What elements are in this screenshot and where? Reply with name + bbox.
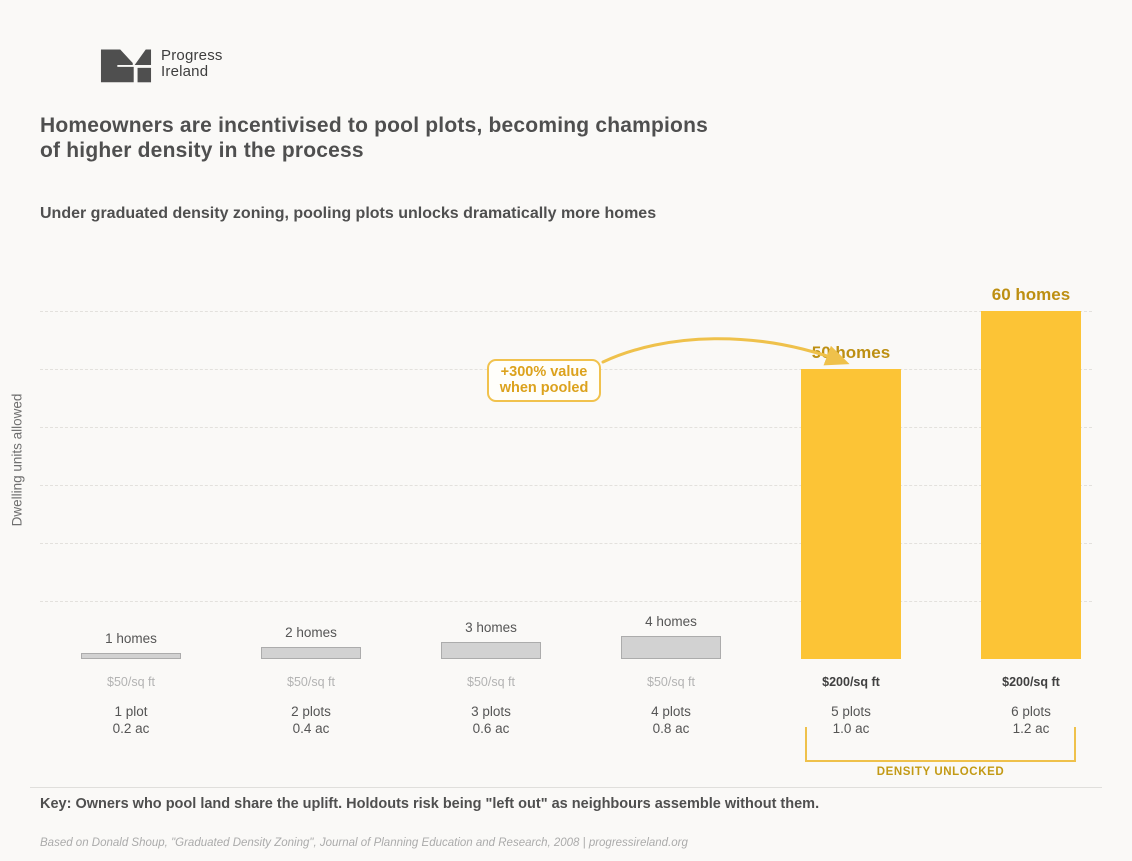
key-text: Key: Owners who pool land share the upli… — [40, 796, 820, 812]
homes-count-label: 2 homes — [285, 625, 337, 640]
annotation-line2: when pooled — [499, 379, 589, 396]
price-per-sqft-label: $50/sq ft — [287, 675, 335, 689]
gridline-60 — [40, 311, 1092, 312]
plots-acres-label: 3 plots 0.6 ac — [421, 704, 561, 737]
acreage: 0.4 ac — [292, 720, 330, 736]
progress-ireland-logo-icon — [100, 44, 152, 84]
plots-acres-label: 1 plot 0.2 ac — [61, 704, 201, 737]
homes-count-label: 1 homes — [105, 631, 157, 646]
acreage: 0.6 ac — [472, 720, 510, 736]
footer-divider — [30, 787, 1102, 788]
density-unlocked-label: DENSITY UNLOCKED — [876, 766, 1005, 778]
page-title: Homeowners are incentivised to pool plot… — [40, 114, 708, 162]
bar-1-plot — [81, 653, 181, 659]
brand-name: Progress Ireland — [161, 48, 223, 80]
acreage: 1.0 ac — [832, 720, 870, 736]
page-subtitle: Under graduated density zoning, pooling … — [40, 205, 657, 222]
plots-acres-label: 4 plots 0.8 ac — [601, 704, 741, 737]
bar-5-plots — [801, 369, 901, 659]
plots-acres-label: 6 plots 1.2 ac — [961, 704, 1101, 737]
plots-count: 2 plots — [291, 704, 331, 719]
value-annotation-callout: +300% value when pooled — [487, 359, 601, 402]
homes-count-label: 50 homes — [811, 343, 891, 362]
plots-count: 1 plot — [114, 704, 148, 719]
plots-count: 5 plots — [831, 704, 871, 719]
density-unlocked-bracket — [805, 727, 1076, 762]
bar-6-plots — [981, 311, 1081, 659]
gridline-10 — [40, 601, 1092, 602]
homes-count-label: 60 homes — [991, 285, 1071, 304]
plots-count: 4 plots — [651, 704, 691, 719]
bar-2-plots — [261, 647, 361, 659]
gridline-40 — [40, 427, 1092, 428]
plots-acres-label: 2 plots 0.4 ac — [241, 704, 381, 737]
acreage: 1.2 ac — [1012, 720, 1050, 736]
bar-3-plots — [441, 642, 541, 659]
price-per-sqft-label: $200/sq ft — [1002, 675, 1060, 689]
brand-name-line1: Progress — [161, 47, 223, 64]
homes-count-label: 4 homes — [645, 614, 697, 629]
brand-logo: Progress Ireland — [100, 44, 223, 84]
plots-count: 6 plots — [1011, 704, 1051, 719]
price-per-sqft-label: $50/sq ft — [647, 675, 695, 689]
price-per-sqft-label: $50/sq ft — [107, 675, 155, 689]
source-attribution: Based on Donald Shoup, "Graduated Densit… — [40, 837, 688, 849]
homes-count-label: 3 homes — [465, 620, 517, 635]
price-per-sqft-label: $200/sq ft — [822, 675, 880, 689]
gridline-30 — [40, 485, 1092, 486]
acreage: 0.8 ac — [652, 720, 690, 736]
plots-count: 3 plots — [471, 704, 511, 719]
brand-name-line2: Ireland — [161, 63, 209, 80]
acreage: 0.2 ac — [112, 720, 150, 736]
gridline-20 — [40, 543, 1092, 544]
plots-acres-label: 5 plots 1.0 ac — [781, 704, 921, 737]
annotation-line1: +300% value — [500, 364, 588, 380]
price-per-sqft-label: $50/sq ft — [467, 675, 515, 689]
y-axis-label: Dwelling units allowed — [9, 393, 25, 527]
bar-4-plots — [621, 636, 721, 659]
